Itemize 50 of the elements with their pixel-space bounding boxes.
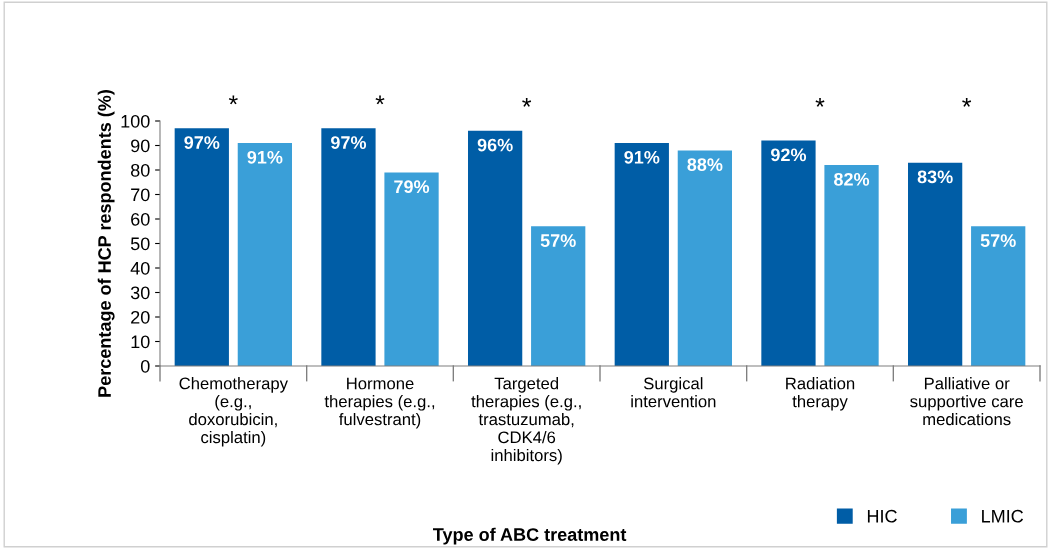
y-tick-label: 70 <box>131 188 150 202</box>
data-label: 97% <box>184 136 220 149</box>
data-label: 88% <box>687 158 723 172</box>
bar <box>677 150 732 366</box>
bar <box>384 172 439 366</box>
y-tick-label: 20 <box>131 310 150 324</box>
x-tick-label: Palliative or supportive care medications <box>910 377 1023 426</box>
annotation: * <box>228 95 238 105</box>
y-tick-label: 60 <box>131 212 150 226</box>
bar <box>468 130 523 366</box>
data-label: 83% <box>917 170 953 184</box>
y-tick-label: 0 <box>140 359 150 373</box>
x-tick-label: Radiation therapy <box>786 377 855 411</box>
y-tick-label: 40 <box>130 261 150 275</box>
x-tick-label: Targeted therapies (e.g., trastuzumab, CDK4/6 inhibitors) <box>471 377 581 465</box>
annotation: * <box>522 98 532 107</box>
y-tick-label: 50 <box>130 237 150 251</box>
data-label: 79% <box>394 180 430 194</box>
x-axis-title: Type of ABC treatment <box>433 527 627 545</box>
y-tick-label: 100 <box>121 114 150 128</box>
bar <box>971 226 1026 366</box>
bar <box>237 143 292 366</box>
annotation: * <box>375 95 385 105</box>
y-axis-title: Percentage of HCP respondents (%) <box>97 90 115 397</box>
x-tick-label: Chemotherapy (e.g., doxorubicin, cisplatin) <box>179 377 288 447</box>
data-label: 57% <box>540 234 576 247</box>
y-tick-label: 90 <box>131 139 150 153</box>
bar <box>321 128 376 366</box>
y-tick-label: 80 <box>130 163 150 177</box>
annotation: * <box>815 98 825 107</box>
x-tick-label: Hormone therapies (e.g., fulvestrant) <box>324 377 435 429</box>
x-tick-label: Surgical intervention <box>631 377 716 408</box>
bar <box>908 162 963 366</box>
data-label: 82% <box>834 172 870 186</box>
data-label: 91% <box>247 150 283 164</box>
annotation: * <box>962 98 972 107</box>
bar <box>531 226 586 366</box>
legend-label: LMIC <box>982 509 1024 523</box>
legend-label: HIC <box>867 509 897 523</box>
data-label: 92% <box>771 148 807 162</box>
bar <box>824 165 879 366</box>
bar <box>174 128 229 366</box>
y-tick-label: 10 <box>131 335 150 349</box>
y-tick-label: 30 <box>130 286 150 300</box>
data-label: 96% <box>477 138 513 152</box>
data-label: 91% <box>624 150 660 164</box>
data-label: 57% <box>980 234 1016 247</box>
data-label: 97% <box>331 136 367 149</box>
bar <box>614 143 669 366</box>
bar <box>761 140 816 366</box>
